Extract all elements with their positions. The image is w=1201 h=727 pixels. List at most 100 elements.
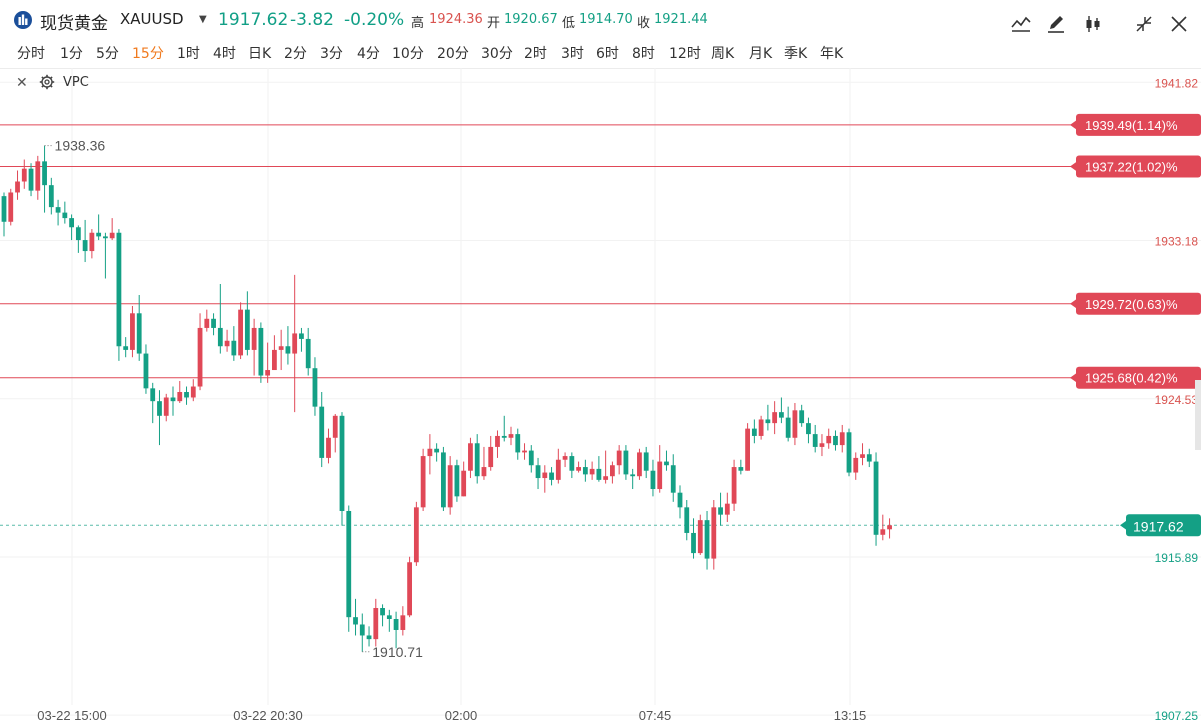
timeframe-13[interactable]: 2时 bbox=[524, 46, 547, 62]
candle-body bbox=[704, 520, 710, 559]
timeframe-3[interactable]: 15分 bbox=[132, 46, 164, 62]
candle-body bbox=[89, 232, 95, 252]
symbol-code[interactable]: XAUUSD bbox=[120, 10, 184, 28]
candle-body bbox=[103, 236, 108, 239]
low-value: 1914.70 bbox=[579, 12, 633, 27]
scrollbar[interactable] bbox=[1195, 380, 1201, 450]
candle-body bbox=[799, 410, 805, 424]
logo-icon bbox=[14, 11, 32, 29]
candle-type-icon[interactable] bbox=[1080, 11, 1106, 37]
level-line-label: 1929.72(0.63)% bbox=[1085, 297, 1178, 312]
candle-body bbox=[150, 388, 156, 402]
symbol-name[interactable]: 现货黄金 bbox=[40, 14, 108, 34]
candle-body bbox=[806, 423, 811, 435]
y-tick-label: 1941.82 bbox=[1155, 76, 1199, 90]
candle-body bbox=[420, 456, 426, 508]
candle-body bbox=[339, 415, 345, 511]
candle-body bbox=[515, 434, 521, 453]
timeframe-4[interactable]: 1时 bbox=[177, 46, 200, 62]
gear-icon[interactable] bbox=[39, 74, 55, 90]
candle-body bbox=[359, 624, 365, 636]
candle-body bbox=[319, 406, 325, 458]
level-line-badge-arrow bbox=[1070, 119, 1077, 130]
level-line-label: 1937.22(1.02)% bbox=[1085, 159, 1178, 174]
timeframe-20[interactable]: 季K bbox=[784, 46, 808, 62]
timeframe-14[interactable]: 3时 bbox=[561, 46, 584, 62]
candle-body bbox=[731, 467, 737, 504]
candle-body bbox=[258, 327, 264, 376]
header-bar: 现货黄金 XAUUSD ▼ 1917.62 -3.82 -0.20% 高 192… bbox=[0, 0, 1201, 40]
candle-body bbox=[697, 520, 703, 554]
candle-body bbox=[244, 309, 250, 350]
candle-body bbox=[582, 467, 588, 475]
divider bbox=[0, 68, 1201, 69]
candle-body bbox=[197, 327, 203, 387]
level-line-badge[interactable] bbox=[1076, 155, 1201, 178]
candle-body bbox=[292, 333, 298, 354]
candle-body bbox=[231, 340, 237, 356]
candle-body bbox=[15, 181, 20, 193]
open-label: 开 bbox=[487, 16, 501, 31]
candle-body bbox=[826, 435, 832, 444]
close-icon[interactable] bbox=[1166, 11, 1192, 37]
level-line-label: 1939.49(1.14)% bbox=[1085, 118, 1178, 133]
candle-body bbox=[400, 615, 406, 630]
timeframe-6[interactable]: 日K bbox=[248, 46, 272, 62]
timeframe-8[interactable]: 3分 bbox=[320, 46, 343, 62]
candle-body bbox=[373, 608, 379, 640]
candle-body bbox=[299, 333, 304, 339]
level-line-badge-arrow bbox=[1070, 372, 1077, 383]
candle-body bbox=[42, 161, 47, 186]
candle-body bbox=[522, 450, 527, 453]
timeframe-15[interactable]: 6时 bbox=[596, 46, 619, 62]
candle-body bbox=[488, 446, 494, 468]
candle-body bbox=[346, 510, 352, 618]
level-line-badge[interactable] bbox=[1076, 113, 1201, 136]
annotation-label: 1910.71 bbox=[372, 644, 423, 660]
candle-body bbox=[204, 318, 210, 328]
timeframe-11[interactable]: 20分 bbox=[437, 46, 469, 62]
candlestick-chart[interactable]: 1939.49(1.14)% 1937.22(1.02)% 1929.72(0.63… bbox=[0, 68, 1201, 727]
candle-body bbox=[332, 415, 338, 438]
timeframe-10[interactable]: 10分 bbox=[392, 46, 424, 62]
chevron-down-icon[interactable]: ▼ bbox=[199, 14, 207, 25]
candle-body bbox=[812, 434, 818, 447]
candle-body bbox=[616, 450, 622, 466]
level-line-badge-arrow bbox=[1070, 161, 1077, 172]
candle-body bbox=[508, 434, 514, 438]
candle-body bbox=[96, 232, 102, 237]
timeframe-18[interactable]: 周K bbox=[711, 46, 735, 62]
timeframe-21[interactable]: 年K bbox=[820, 46, 844, 62]
x-tick-label: 13:15 bbox=[834, 708, 867, 723]
collapse-icon[interactable] bbox=[1131, 11, 1157, 37]
candle-body bbox=[380, 608, 385, 616]
candle-body bbox=[610, 465, 615, 477]
timeframe-2[interactable]: 5分 bbox=[96, 46, 119, 62]
timeframe-0[interactable]: 分时 bbox=[17, 46, 45, 62]
candle-body bbox=[474, 443, 480, 477]
candle-body bbox=[441, 452, 446, 508]
edit-icon[interactable] bbox=[1043, 11, 1069, 37]
candle-body bbox=[792, 410, 798, 438]
remove-indicator-icon[interactable]: ✕ bbox=[16, 75, 28, 91]
timeframe-9[interactable]: 4分 bbox=[357, 46, 380, 62]
timeframe-5[interactable]: 4时 bbox=[213, 46, 236, 62]
level-line-badge[interactable] bbox=[1076, 366, 1201, 389]
timeframe-1[interactable]: 1分 bbox=[60, 46, 83, 62]
timeframe-7[interactable]: 2分 bbox=[284, 46, 307, 62]
candle-body bbox=[427, 448, 433, 457]
level-line-badge[interactable] bbox=[1076, 292, 1201, 315]
candle-body bbox=[468, 443, 473, 471]
candle-body bbox=[839, 432, 845, 446]
candle-body bbox=[35, 161, 41, 191]
x-tick-label: 07:45 bbox=[639, 708, 672, 723]
line-tool-icon[interactable] bbox=[1008, 11, 1034, 37]
last-price-badge bbox=[1126, 514, 1201, 537]
timeframe-16[interactable]: 8时 bbox=[632, 46, 655, 62]
timeframe-17[interactable]: 12时 bbox=[669, 46, 701, 62]
timeframe-bar: 分时 1分 5分 15分 1时 4时 日K 2分 3分 4分 10分 20分 30分 2时 3时 6时 8时 12… bbox=[0, 40, 900, 64]
candle-body bbox=[184, 392, 189, 398]
low-label: 低 bbox=[562, 16, 576, 31]
timeframe-19[interactable]: 月K bbox=[749, 46, 773, 62]
timeframe-12[interactable]: 30分 bbox=[481, 46, 513, 62]
